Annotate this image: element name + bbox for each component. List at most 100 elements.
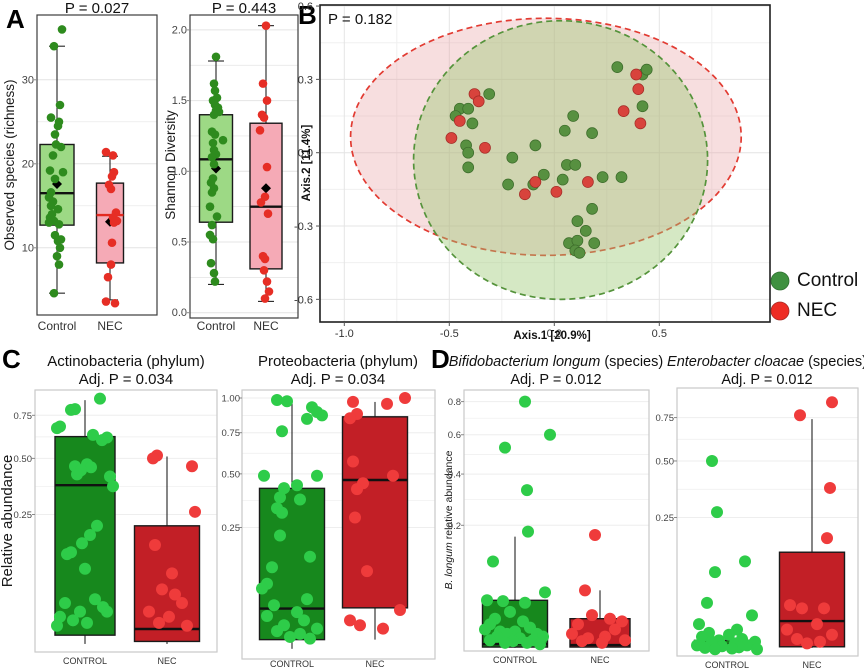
legend-item-control: Control xyxy=(770,270,858,292)
plot-border xyxy=(241,389,436,660)
box-group-nec xyxy=(249,21,283,303)
y-tick-label: 20 xyxy=(22,158,34,170)
jitter-points-control xyxy=(205,52,228,286)
jitter-points-nec xyxy=(255,21,274,303)
y-tick-label: 0.75 xyxy=(656,413,675,424)
y-axis-label: Observed species (richness) xyxy=(2,79,17,250)
chart-subtitle: Adj. P = 0.012 xyxy=(510,372,601,388)
jitter-points-nec xyxy=(143,449,201,632)
x-category-label: Control xyxy=(197,319,236,333)
y-tick-label: 0.6 xyxy=(298,1,313,13)
y-tick-label: 1.5 xyxy=(172,95,187,107)
x-tick-label: 0.0 xyxy=(547,328,562,340)
legend-nec-dot-icon xyxy=(770,301,790,321)
chart-subtitle: Adj. P = 0.012 xyxy=(721,372,812,388)
jitter-points-nec xyxy=(781,396,838,650)
y-tick-label: 0.25 xyxy=(656,513,675,524)
box-group-control xyxy=(39,25,75,298)
x-category-label: Control xyxy=(38,319,77,333)
x-tick-label: 0.5 xyxy=(652,328,667,340)
legend-control-dot-icon xyxy=(770,271,790,291)
box-group-nec xyxy=(341,392,411,640)
y-tick-label: 0.50 xyxy=(14,454,33,465)
chart-a1: P = 0.027 Observed species (richness) 30 20… xyxy=(2,0,158,333)
box-group-control xyxy=(691,454,763,656)
panel-a-label: A xyxy=(6,4,25,34)
plot-border xyxy=(189,14,299,319)
y-axis-label: Axis.2 [11.4%] xyxy=(301,124,313,201)
x-category-label: NEC xyxy=(157,656,177,666)
x-category-label: NEC xyxy=(253,319,279,333)
y-tick-label: 0.50 xyxy=(222,469,241,480)
plot-border xyxy=(36,14,158,316)
y-tick-label: 0.2 xyxy=(448,521,461,532)
chart-a2: P = 0.443 Shannon Diversity 2.0 1.5 1.0 0.5 0.… xyxy=(163,0,299,333)
y-axis-label: B. longum relative abundance xyxy=(443,450,455,589)
y-tick-label: 0.3 xyxy=(298,74,313,86)
legend-item-nec: NEC xyxy=(770,300,858,322)
x-category-label: NEC xyxy=(365,659,385,669)
chart-title: Bifidobacterium longum (species) xyxy=(449,354,663,370)
x-category-label: NEC xyxy=(97,319,123,333)
x-axis-label: Axis.1 [20.9%] xyxy=(513,330,591,342)
box-group-control xyxy=(479,395,556,651)
y-tick-label: 0.0 xyxy=(172,307,187,319)
y-axis-label: Shannon Diversity xyxy=(163,110,178,220)
legend-control-label: Control xyxy=(797,270,859,291)
chart-d2: Enterobacter cloacae (species) Adj. P = 0… xyxy=(656,354,864,670)
mean-diamond xyxy=(261,183,271,194)
scatter-points-nec xyxy=(445,68,647,201)
chart-d1: Bifidobacterium longum (species) Adj. P =… xyxy=(443,354,663,665)
x-category-label: CONTROL xyxy=(493,655,537,665)
jitter-points-nec xyxy=(566,528,631,649)
panel-d-label: D xyxy=(431,344,450,374)
plot-border xyxy=(676,387,859,657)
y-tick-label: 0.4 xyxy=(448,470,461,481)
jitter-points-nec xyxy=(101,147,122,308)
legend-nec-label: NEC xyxy=(797,300,838,321)
y-tick-label: 1.00 xyxy=(222,394,241,405)
y-tick-label: 1.0 xyxy=(172,166,187,178)
y-tick-label: 0.50 xyxy=(656,456,675,467)
panel-b-label: B xyxy=(298,0,317,30)
y-tick-label: 0.6 xyxy=(448,430,461,441)
y-tick-label: -0.3 xyxy=(294,221,313,233)
y-tick-label: 10 xyxy=(22,242,34,254)
y-axis-label: Relative abundance xyxy=(0,455,16,588)
y-tick-label: 0.75 xyxy=(14,411,33,422)
jitter-points-control xyxy=(51,392,119,632)
p-value-label: P = 0.182 xyxy=(328,11,392,28)
chart-c2: Proteobacteria (phylum)Adj. P = 0.034 1.0… xyxy=(222,353,436,669)
x-tick-label: -1.0 xyxy=(335,328,354,340)
chart-subtitle: Adj. P = 0.034 xyxy=(79,371,173,388)
box-group-nec xyxy=(95,147,125,308)
y-tick-label: 0.75 xyxy=(222,428,241,439)
panel-c-label: C xyxy=(2,344,21,374)
y-tick-label: 0.25 xyxy=(14,510,33,521)
gridlines xyxy=(677,417,858,518)
box-group-nec xyxy=(778,396,846,650)
box-group-nec xyxy=(133,449,201,644)
x-category-label: CONTROL xyxy=(270,659,314,669)
y-tick-label: 0.5 xyxy=(172,237,187,249)
y-tick-label: -0.6 xyxy=(294,294,313,306)
jitter-points-control xyxy=(691,454,763,656)
jitter-points-control xyxy=(256,393,328,645)
chart-title: Enterobacter cloacae (species) xyxy=(667,354,864,370)
chart-title: Actinobacteria (phylum) xyxy=(47,353,205,370)
chart-title: P = 0.443 xyxy=(212,0,276,17)
chart-c1: Actinobacteria (phylum)Adj. P = 0.034 Rel… xyxy=(0,353,218,666)
x-category-label: CONTROL xyxy=(705,660,749,670)
box-group-control xyxy=(256,393,328,649)
x-category-label: CONTROL xyxy=(63,656,107,666)
y-tick-label: 2.0 xyxy=(172,24,187,36)
jitter-points-control xyxy=(479,395,556,651)
jitter-points-nec xyxy=(344,392,411,635)
x-category-label: NEC xyxy=(590,655,610,665)
box-group-control xyxy=(198,52,234,286)
plot-border xyxy=(34,389,218,653)
ellipse-control xyxy=(412,19,709,301)
y-tick-label: 0.25 xyxy=(222,523,241,534)
y-tick-label: 0.0 xyxy=(298,148,313,160)
